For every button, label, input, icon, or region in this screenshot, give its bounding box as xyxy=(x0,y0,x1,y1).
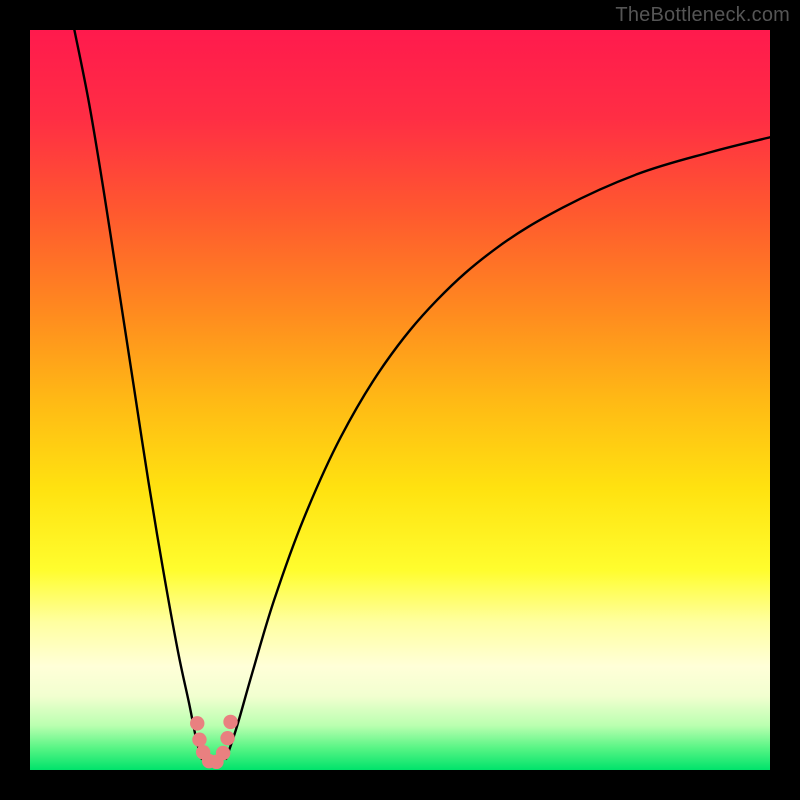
valley-marker xyxy=(192,732,206,746)
valley-marker xyxy=(220,731,234,745)
valley-marker xyxy=(216,746,230,760)
watermark-text: TheBottleneck.com xyxy=(615,4,790,27)
bottleneck-chart xyxy=(30,30,770,770)
valley-marker xyxy=(223,715,237,729)
valley-marker xyxy=(190,716,204,730)
